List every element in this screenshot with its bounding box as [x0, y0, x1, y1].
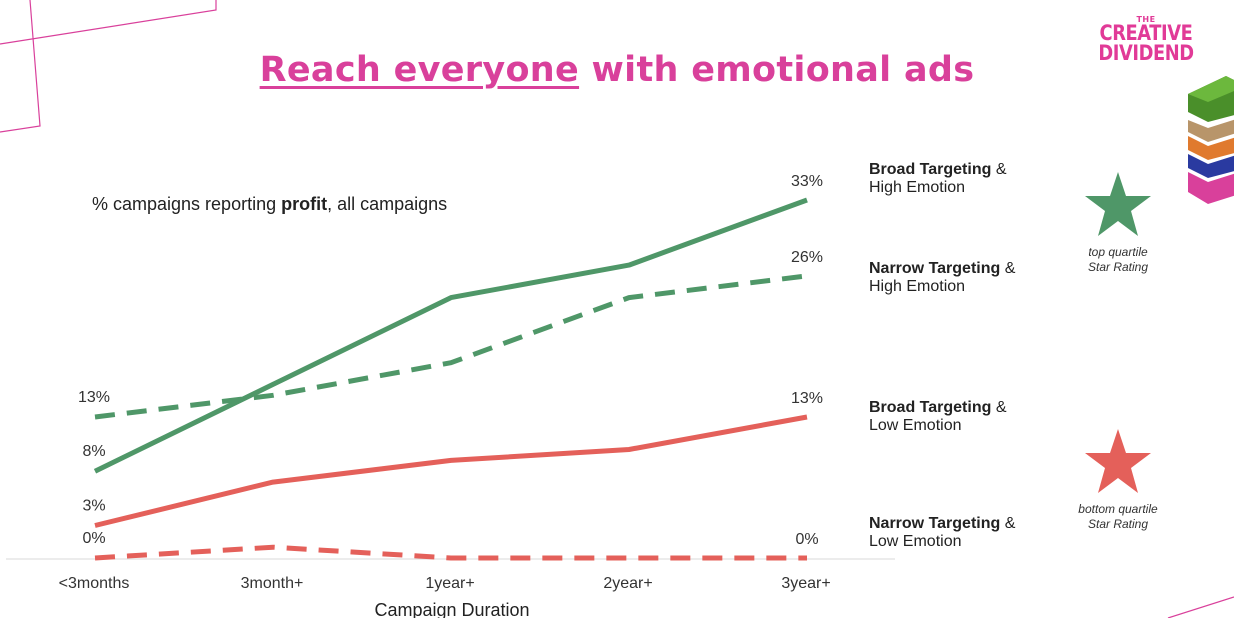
brand-the: THE: [1136, 15, 1156, 24]
subtitle-pre: % campaigns reporting: [92, 194, 282, 214]
page-title: Reach everyone with emotional ads: [0, 50, 1234, 90]
legend-label-bold: Broad Targeting: [869, 399, 992, 416]
legend-label-bold: Narrow Targeting: [869, 515, 1001, 532]
star-caption-line2: Star Rating: [1087, 517, 1149, 531]
star-caption-line1: bottom quartile: [1078, 502, 1158, 516]
legend-amp: &: [991, 161, 1007, 178]
chart-subtitle: % campaigns reporting profit, all campai…: [92, 194, 447, 215]
title-emphasis: Reach everyone: [259, 50, 580, 90]
x-tick-label: 2year+: [603, 575, 652, 592]
legend-label-line2: Low Emotion: [869, 533, 962, 550]
brand-line1: CREATIVE: [1099, 20, 1193, 45]
stacked-blocks-icon: [1188, 76, 1234, 204]
series-line-3: [94, 544, 807, 561]
brand-logo: THE CREATIVE DIVIDEND: [1090, 16, 1202, 63]
data-label: 8%: [82, 443, 105, 460]
data-label: 3%: [82, 497, 105, 514]
star-caption-line2: Star Rating: [1087, 260, 1149, 274]
data-label: 0%: [82, 530, 105, 547]
legend-label-bold: Broad Targeting: [869, 161, 992, 178]
data-label: 13%: [78, 389, 110, 406]
data-label: 0%: [795, 531, 818, 548]
x-tick-label: 3month+: [241, 575, 304, 592]
legend-label-bold: Narrow Targeting: [869, 260, 1001, 277]
legend-amp: &: [1000, 260, 1016, 277]
star-caption-line1: top quartile: [1088, 245, 1148, 259]
series-line-2: [94, 414, 808, 528]
x-tick-label: <3months: [59, 575, 130, 592]
top-quartile-badge: top quartile Star Rating: [1058, 170, 1178, 275]
data-label: 26%: [791, 249, 823, 266]
star-icon: [1085, 172, 1151, 236]
legend-broad-low: Broad Targeting & Low Emotion: [869, 399, 1007, 435]
series-line-0: [93, 197, 808, 474]
legend-label-line2: High Emotion: [869, 179, 966, 196]
x-tick-label: 3year+: [781, 575, 830, 592]
data-label: 13%: [791, 390, 823, 407]
bottom-quartile-badge: bottom quartile Star Rating: [1058, 427, 1178, 532]
subtitle-bold: profit: [281, 194, 328, 214]
legend-amp: &: [1000, 515, 1016, 532]
data-label: 33%: [791, 173, 823, 190]
legend-narrow-high: Narrow Targeting & High Emotion: [869, 260, 1015, 296]
star-icon: [1085, 429, 1151, 493]
legend-narrow-low: Narrow Targeting & Low Emotion: [869, 515, 1015, 551]
x-tick-label: 1year+: [425, 575, 474, 592]
x-axis-title: Campaign Duration: [374, 600, 529, 618]
legend-label-line2: High Emotion: [869, 278, 966, 295]
legend-amp: &: [991, 399, 1007, 416]
legend-label-line2: Low Emotion: [869, 417, 962, 434]
legend-broad-high: Broad Targeting & High Emotion: [869, 161, 1007, 197]
series-line-1: [94, 273, 808, 420]
title-rest: with emotional ads: [579, 50, 975, 90]
subtitle-post: , all campaigns: [327, 194, 448, 214]
brand-line2: DIVIDEND: [1098, 40, 1194, 65]
